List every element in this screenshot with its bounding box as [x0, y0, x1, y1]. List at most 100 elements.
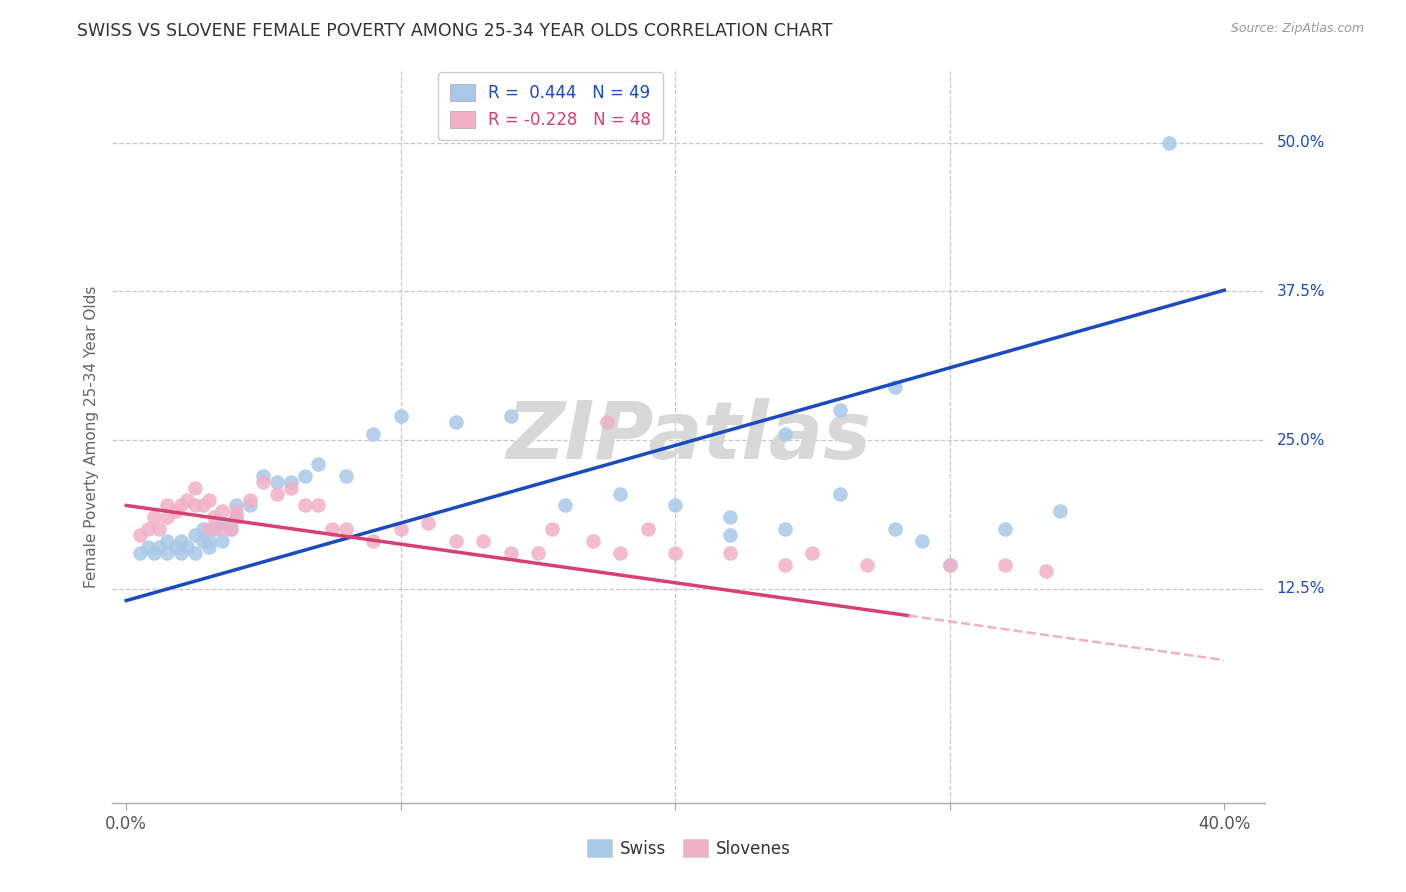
- Point: [361, 427, 384, 442]
- Point: [540, 522, 562, 536]
- Point: [307, 457, 329, 471]
- Point: [184, 499, 207, 513]
- Point: [148, 522, 170, 536]
- Point: [294, 468, 316, 483]
- Point: [148, 540, 170, 554]
- Text: ZIPatlas: ZIPatlas: [506, 398, 872, 476]
- Point: [609, 546, 631, 560]
- Point: [361, 534, 384, 549]
- Point: [170, 499, 193, 513]
- Legend: Swiss, Slovenes: Swiss, Slovenes: [576, 830, 801, 868]
- Point: [136, 522, 159, 536]
- Point: [225, 499, 247, 513]
- Point: [335, 522, 357, 536]
- Point: [994, 558, 1017, 572]
- Point: [191, 499, 214, 513]
- Point: [595, 415, 617, 429]
- Point: [609, 486, 631, 500]
- Point: [129, 528, 152, 542]
- Point: [165, 504, 187, 518]
- Point: [718, 546, 741, 560]
- Point: [239, 492, 262, 507]
- Point: [156, 499, 179, 513]
- Point: [197, 492, 219, 507]
- Point: [239, 499, 262, 513]
- Point: [202, 522, 225, 536]
- Point: [252, 468, 274, 483]
- Point: [1049, 504, 1071, 518]
- Point: [211, 504, 233, 518]
- Point: [184, 481, 207, 495]
- Point: [202, 510, 225, 524]
- Point: [266, 486, 288, 500]
- Text: SWISS VS SLOVENE FEMALE POVERTY AMONG 25-34 YEAR OLDS CORRELATION CHART: SWISS VS SLOVENE FEMALE POVERTY AMONG 25…: [77, 22, 832, 40]
- Point: [156, 510, 179, 524]
- Text: 12.5%: 12.5%: [1277, 582, 1324, 596]
- Point: [527, 546, 550, 560]
- Text: 25.0%: 25.0%: [1277, 433, 1324, 448]
- Point: [176, 492, 198, 507]
- Point: [883, 379, 905, 393]
- Y-axis label: Female Poverty Among 25-34 Year Olds: Female Poverty Among 25-34 Year Olds: [83, 286, 98, 588]
- Point: [156, 534, 179, 549]
- Point: [718, 528, 741, 542]
- Point: [321, 522, 343, 536]
- Point: [773, 558, 796, 572]
- Point: [211, 522, 233, 536]
- Point: [225, 510, 247, 524]
- Point: [225, 510, 247, 524]
- Point: [142, 510, 165, 524]
- Point: [389, 409, 412, 424]
- Point: [191, 522, 214, 536]
- Point: [499, 409, 522, 424]
- Point: [211, 534, 233, 549]
- Point: [176, 540, 198, 554]
- Point: [129, 546, 152, 560]
- Point: [801, 546, 824, 560]
- Point: [1159, 136, 1181, 150]
- Point: [389, 522, 412, 536]
- Point: [197, 540, 219, 554]
- Point: [1035, 564, 1057, 578]
- Point: [266, 475, 288, 489]
- Point: [444, 415, 467, 429]
- Point: [184, 528, 207, 542]
- Point: [184, 546, 207, 560]
- Point: [828, 403, 851, 417]
- Point: [191, 534, 214, 549]
- Point: [664, 546, 686, 560]
- Point: [280, 481, 302, 495]
- Point: [911, 534, 934, 549]
- Point: [554, 499, 576, 513]
- Point: [294, 499, 316, 513]
- Point: [883, 522, 905, 536]
- Point: [994, 522, 1017, 536]
- Point: [225, 504, 247, 518]
- Point: [938, 558, 960, 572]
- Point: [335, 468, 357, 483]
- Point: [773, 522, 796, 536]
- Point: [280, 475, 302, 489]
- Point: [773, 427, 796, 442]
- Point: [142, 546, 165, 560]
- Point: [444, 534, 467, 549]
- Point: [219, 522, 242, 536]
- Text: Source: ZipAtlas.com: Source: ZipAtlas.com: [1230, 22, 1364, 36]
- Text: 37.5%: 37.5%: [1277, 284, 1324, 299]
- Point: [252, 475, 274, 489]
- Point: [664, 499, 686, 513]
- Point: [499, 546, 522, 560]
- Point: [211, 516, 233, 531]
- Point: [170, 546, 193, 560]
- Point: [165, 540, 187, 554]
- Point: [197, 534, 219, 549]
- Point: [472, 534, 495, 549]
- Point: [156, 546, 179, 560]
- Point: [136, 540, 159, 554]
- Point: [828, 486, 851, 500]
- Point: [170, 534, 193, 549]
- Text: 50.0%: 50.0%: [1277, 136, 1324, 150]
- Point: [307, 499, 329, 513]
- Point: [219, 522, 242, 536]
- Point: [418, 516, 440, 531]
